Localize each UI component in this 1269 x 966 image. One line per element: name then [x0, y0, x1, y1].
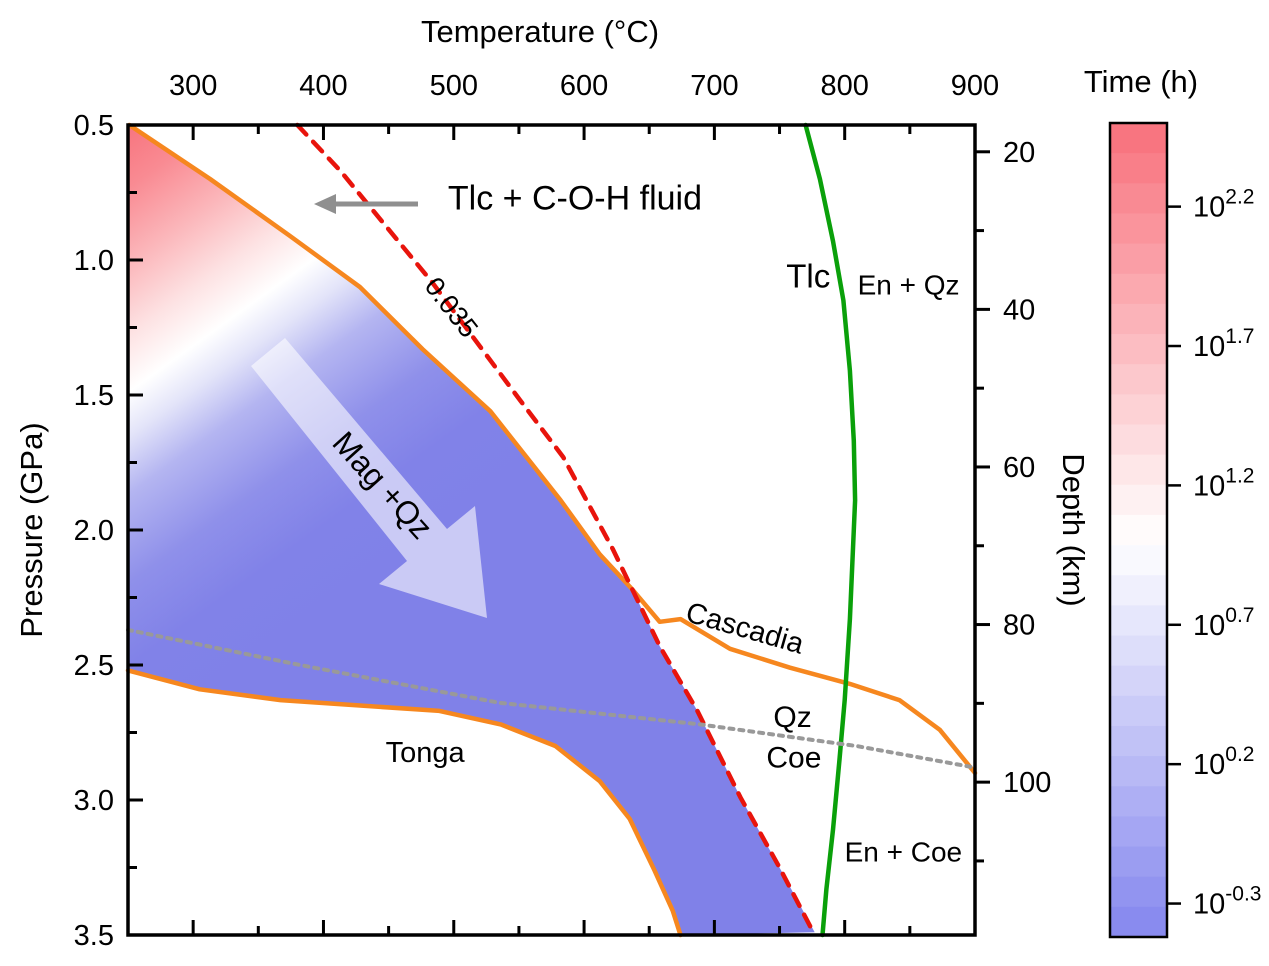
isopleth-0.035-line [295, 122, 817, 938]
mag-qz-flow-arrow [251, 338, 487, 618]
colorbar-segment [1110, 213, 1167, 245]
colorbar-segment [1110, 575, 1167, 607]
temperature-tick-label: 600 [560, 70, 608, 102]
colorbar-segment [1110, 484, 1167, 516]
pressure-tick-label: 2.5 [74, 650, 114, 682]
colorbar-segment [1110, 665, 1167, 697]
temperature-tick-label: 800 [820, 70, 868, 102]
temperature-tick-label: 900 [951, 70, 999, 102]
temperature-tick-label: 500 [430, 70, 478, 102]
temperature-tick-label: 300 [169, 70, 217, 102]
colorbar-tick-label: 101.2 [1193, 464, 1254, 502]
pressure-tick-label: 0.5 [74, 110, 114, 142]
depth-tick-label: 60 [1003, 452, 1035, 484]
depth-tick-label: 80 [1003, 610, 1035, 642]
colorbar-tick-label: 101.7 [1193, 325, 1254, 363]
colorbar-segment [1110, 243, 1167, 275]
axes-layer: 300 400 500 600 700 800 900 0.5 1.0 1.5 2.0 2.5 3.0 3… [74, 70, 1052, 952]
pressure-tick-label: 1.0 [74, 245, 114, 277]
colorbar-tick-label: 10-0.3 [1193, 883, 1261, 921]
colorbar-segment [1110, 424, 1167, 456]
colorbar-segment [1110, 394, 1167, 426]
tonga-geotherm-line [125, 668, 683, 938]
colorbar-segment [1110, 545, 1167, 577]
en-qz-label: En + Qz [858, 269, 960, 300]
tlc-coh-fluid-label: Tlc + C-O-H fluid [448, 180, 702, 218]
colorbar-tick-label: 100.2 [1193, 743, 1254, 781]
depth-tick-label: 20 [1003, 137, 1035, 169]
colorbar-segment [1110, 273, 1167, 305]
pressure-tick-label: 2.0 [74, 515, 114, 547]
colorbar-segment [1110, 364, 1167, 396]
colorbar-frame [1108, 121, 1169, 939]
pressure-axis-title: Pressure (GPa) [14, 422, 49, 637]
colorbar-segment [1110, 514, 1167, 546]
temperature-axis-title: Temperature (°C) [421, 14, 659, 49]
tonga-label: Tonga [386, 737, 466, 769]
colorbar-segment [1110, 906, 1167, 938]
colorbar-segment [1110, 123, 1167, 154]
colorbar-segment [1110, 846, 1167, 878]
qz-label: Qz [773, 701, 811, 734]
pressure-tick-label: 3.0 [74, 785, 114, 817]
talc-breakdown-line [803, 122, 858, 938]
tlc-coh-direction-arrow [314, 194, 418, 214]
colorbar-segment [1110, 786, 1167, 818]
colorbar-segment [1110, 183, 1167, 215]
pressure-tick-label: 1.5 [74, 380, 114, 412]
coe-label: Coe [766, 741, 821, 774]
colorbar-segment [1110, 756, 1167, 788]
colorbar-segment [1110, 695, 1167, 727]
depth-tick-label: 40 [1003, 294, 1035, 326]
qz-coe-boundary-line [126, 627, 977, 770]
colorbar-segment [1110, 635, 1167, 667]
colorbar-tick-label: 100.7 [1193, 604, 1254, 642]
depth-axis-title: Depth (km) [1056, 453, 1091, 606]
isopleth-value-label: 0.035 [419, 272, 484, 344]
colorbar-segment [1110, 605, 1167, 637]
colorbar-title: Time (h) [1084, 64, 1198, 99]
depth-tick-label: 100 [1003, 767, 1051, 799]
en-coe-label: En + Coe [845, 836, 963, 867]
colorbar-segment [1110, 876, 1167, 908]
temperature-tick-label: 700 [690, 70, 738, 102]
colorbar-segment [1110, 334, 1167, 365]
colorbar-segment [1110, 153, 1167, 185]
temperature-tick-label: 400 [299, 70, 347, 102]
colorbar-tick-label: 102.2 [1193, 186, 1254, 224]
colorbar-segment [1110, 816, 1167, 848]
pressure-tick-label: 3.5 [74, 920, 114, 952]
colorbar-segment [1110, 725, 1167, 757]
curves-layer [125, 122, 978, 938]
colorbar-segment [1110, 303, 1167, 335]
time-colorbar: 102.2 101.7 101.2 100.7 100.2 10-0.3 [1108, 121, 1261, 939]
tlc-label: Tlc [786, 258, 830, 295]
colorbar-segment [1110, 454, 1167, 486]
